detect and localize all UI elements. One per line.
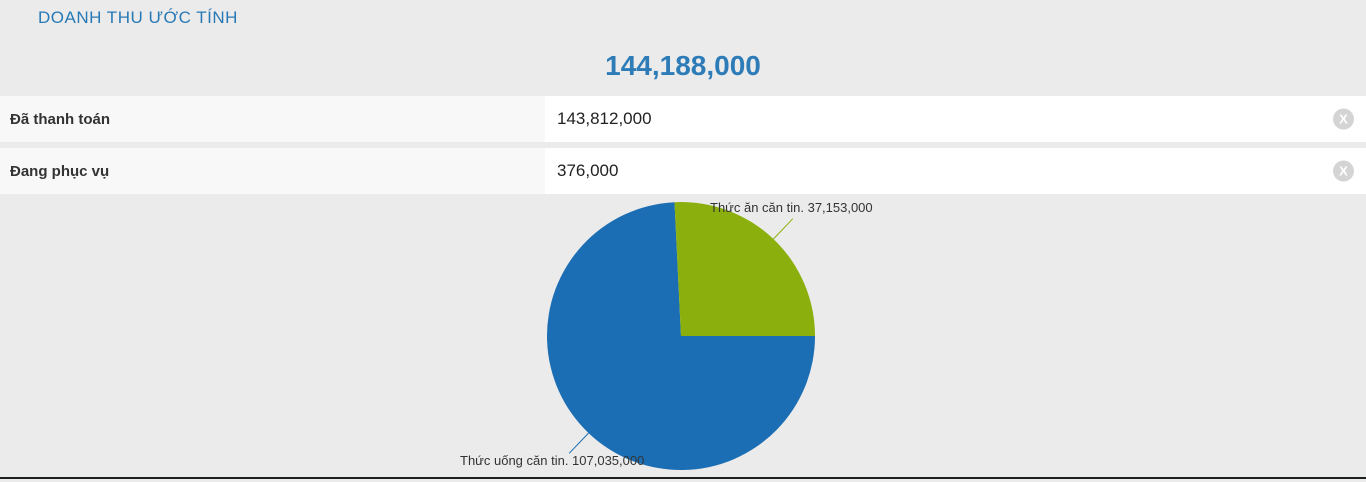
row-serving-label: Đang phục vụ — [0, 148, 545, 194]
row-serving-value-field[interactable]: 376,000 X — [545, 148, 1366, 194]
panel-header: DOANH THU ƯỚC TÍNH — [0, 0, 1366, 34]
row-paid-value: 143,812,000 — [557, 109, 652, 128]
row-paid: Đã thanh toán 143,812,000 X — [0, 96, 1366, 142]
pie-slice-1[interactable] — [674, 202, 816, 336]
pie-label-drink: Thức uống căn tin. 107,035,000 — [460, 453, 645, 468]
row-paid-label: Đã thanh toán — [0, 96, 545, 142]
summary-rows: Đã thanh toán 143,812,000 X Đang phục vụ… — [0, 96, 1366, 194]
pie-svg — [546, 202, 816, 471]
page-title: DOANH THU ƯỚC TÍNH — [38, 8, 238, 27]
row-paid-value-field[interactable]: 143,812,000 X — [545, 96, 1366, 142]
pie-slice-0[interactable] — [546, 202, 815, 471]
total-revenue-value: 144,188,000 — [605, 50, 761, 81]
revenue-pie-chart: Thức ăn căn tin. 37,153,000 Thức uống că… — [0, 192, 1366, 477]
pie-connector-0 — [568, 432, 589, 454]
pie-label-food: Thức ăn căn tin. 37,153,000 — [710, 200, 873, 215]
clear-icon[interactable]: X — [1333, 108, 1354, 130]
clear-icon[interactable]: X — [1333, 160, 1354, 182]
row-serving: Đang phục vụ 376,000 X — [0, 148, 1366, 194]
bottom-divider-bar — [0, 477, 1366, 479]
row-serving-value: 376,000 — [557, 161, 619, 180]
pie-connector-1 — [773, 218, 794, 240]
